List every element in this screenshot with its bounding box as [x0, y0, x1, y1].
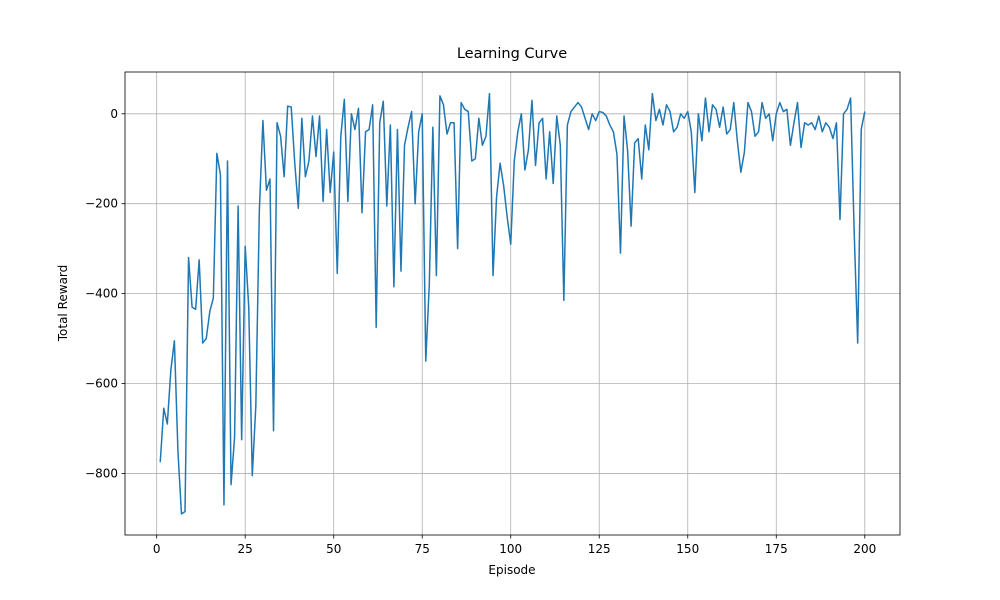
axes-frame: [124, 71, 901, 536]
ticks: 0 25 50 75 100 125 150 175 200 −800 −600 −400 −200 0: [85, 107, 876, 556]
x-tick-label: 50: [326, 542, 341, 556]
y-tick-label: 0: [110, 107, 118, 121]
x-tick-label: 150: [676, 542, 699, 556]
y-tick-label: −800: [85, 466, 118, 480]
x-tick-label: 200: [853, 542, 876, 556]
x-tick-label: 125: [588, 542, 611, 556]
x-tick-label: 100: [499, 542, 522, 556]
line-series: [159, 92, 866, 515]
x-tick-label: 25: [238, 542, 253, 556]
x-tick-label: 0: [153, 542, 161, 556]
y-tick-label: −600: [85, 377, 118, 391]
x-tick-label: 175: [765, 542, 788, 556]
y-tick-label: −400: [85, 287, 118, 301]
chart-title: Learning Curve: [457, 46, 567, 62]
y-axis-label: Total Reward: [56, 265, 70, 343]
plot-area: [159, 92, 866, 515]
x-tick-label: 75: [415, 542, 430, 556]
x-axis-label: Episode: [488, 563, 535, 577]
y-tick-label: −200: [85, 197, 118, 211]
